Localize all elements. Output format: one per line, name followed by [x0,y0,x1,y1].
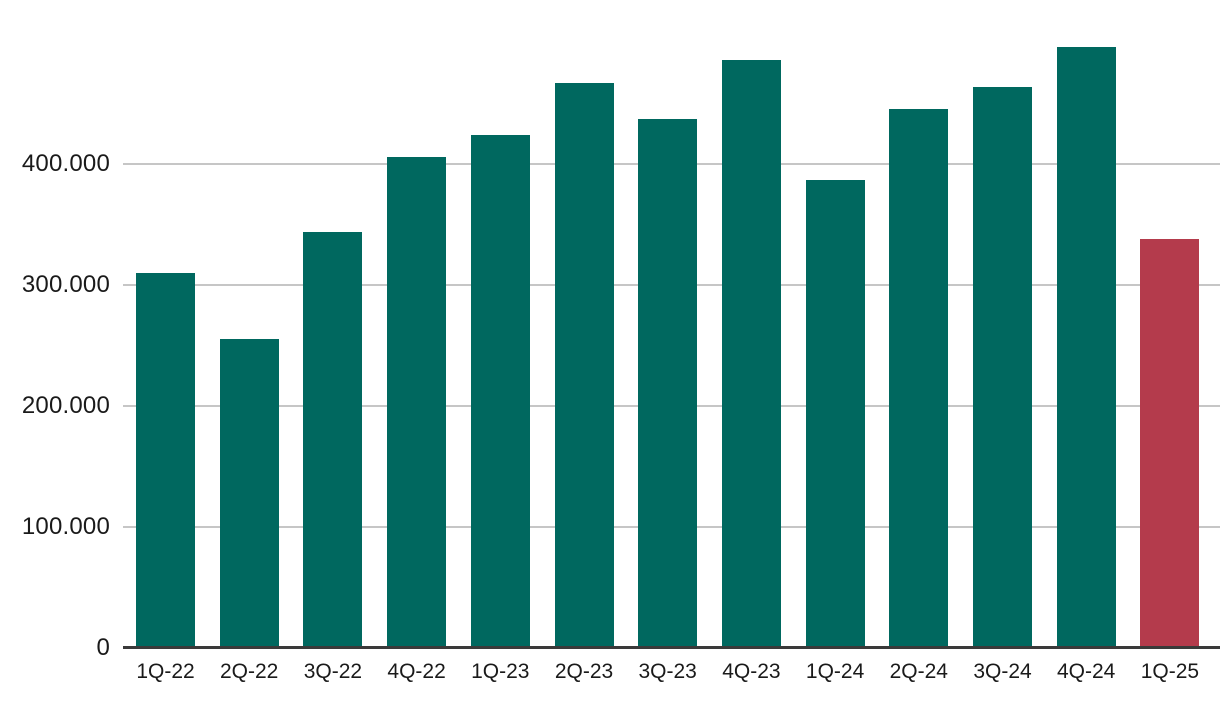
x-axis-tick-label: 1Q-25 [1140,660,1200,683]
y-axis-tick-label: 0 [96,633,110,661]
bar-1q-23 [470,134,530,648]
y-axis-tick-label: 100.000 [21,512,110,540]
bar-1q-25 [1140,238,1200,648]
bar-3q-23 [638,119,698,648]
x-axis-tick-label: 4Q-22 [387,660,446,683]
x-axis-tick-label: 2Q-22 [220,660,279,683]
x-axis-tick-label: 2Q-24 [889,660,948,683]
bar-1q-22 [136,272,195,648]
x-axis-tick-label: 3Q-23 [638,660,697,683]
x-axis-tick-label: 3Q-22 [303,660,363,683]
y-axis-tick-label: 300.000 [21,270,110,298]
bar-4q-23 [721,59,781,648]
bar-4q-22 [387,156,447,648]
x-axis-tick-label: 1Q-22 [136,660,195,683]
bar-4q-24 [1056,46,1116,648]
y-axis-tick-label: 200.000 [21,391,110,419]
bar-3q-24 [973,86,1032,648]
bar-1q-24 [805,179,865,648]
bar-3q-22 [303,231,363,648]
x-axis-tick-label: 1Q-23 [471,660,530,683]
bar-2q-23 [554,82,614,648]
x-axis-tick-label: 4Q-24 [1057,660,1116,683]
x-axis-tick-label: 4Q-23 [722,660,781,683]
y-axis-tick-label: 400.000 [21,149,110,177]
bar-2q-24 [889,109,949,648]
x-axis-line [123,646,1220,649]
x-axis-tick-label: 1Q-24 [805,660,865,683]
bar-2q-22 [219,339,279,648]
x-axis-tick-label: 2Q-23 [554,660,614,683]
x-axis-tick-label: 3Q-24 [973,660,1032,683]
